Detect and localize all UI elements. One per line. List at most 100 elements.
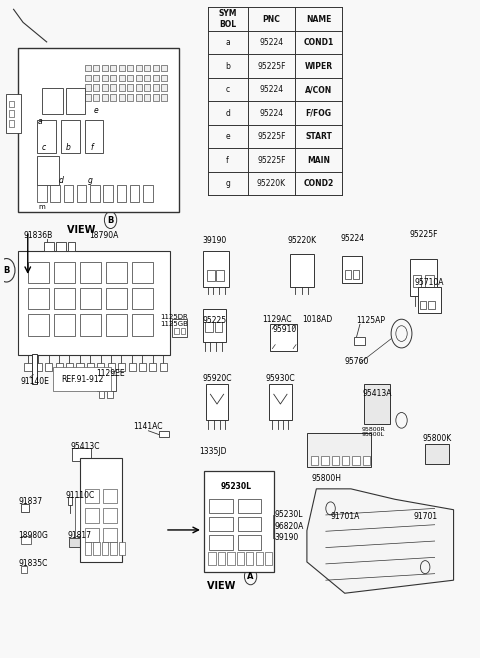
Text: 39190: 39190 bbox=[203, 236, 227, 245]
Bar bbox=[345, 270, 351, 279]
Bar bbox=[35, 363, 42, 371]
Text: 18790A: 18790A bbox=[89, 231, 119, 240]
Bar bbox=[311, 455, 318, 465]
Bar bbox=[136, 74, 142, 81]
Text: 1129EE: 1129EE bbox=[96, 369, 125, 378]
Text: 95220K: 95220K bbox=[257, 179, 286, 188]
Text: e: e bbox=[94, 106, 99, 115]
Bar bbox=[93, 94, 99, 101]
Text: 95225F: 95225F bbox=[257, 155, 286, 164]
Bar bbox=[209, 499, 233, 513]
Bar bbox=[429, 301, 435, 309]
Bar bbox=[238, 535, 262, 549]
Text: 95230L: 95230L bbox=[220, 482, 252, 492]
Bar bbox=[56, 363, 63, 371]
Bar bbox=[119, 542, 125, 555]
Bar bbox=[84, 84, 91, 91]
Bar bbox=[77, 186, 86, 202]
Text: 95225F: 95225F bbox=[257, 132, 286, 141]
Bar bbox=[307, 434, 371, 467]
Bar bbox=[72, 448, 91, 461]
Bar bbox=[97, 374, 116, 391]
Bar bbox=[44, 241, 54, 251]
Text: g: g bbox=[88, 176, 93, 185]
Bar bbox=[153, 74, 159, 81]
Text: 1335JD: 1335JD bbox=[199, 447, 227, 455]
Text: m: m bbox=[39, 204, 46, 210]
Bar bbox=[80, 314, 101, 336]
Text: 95800K: 95800K bbox=[422, 434, 452, 443]
Text: 95224: 95224 bbox=[340, 234, 364, 243]
Bar bbox=[84, 64, 91, 71]
Bar bbox=[161, 64, 168, 71]
Bar bbox=[119, 84, 125, 91]
Bar bbox=[84, 509, 99, 522]
Bar bbox=[18, 251, 170, 355]
Bar bbox=[102, 94, 108, 101]
Bar bbox=[9, 111, 13, 117]
Bar bbox=[342, 256, 362, 284]
Bar bbox=[208, 552, 216, 565]
Bar bbox=[321, 455, 329, 465]
Bar bbox=[99, 391, 105, 397]
Text: 95920C: 95920C bbox=[202, 374, 232, 383]
Text: 1018AD: 1018AD bbox=[302, 315, 333, 324]
Bar bbox=[127, 84, 133, 91]
Text: 18980G: 18980G bbox=[18, 531, 48, 540]
Bar bbox=[237, 552, 244, 565]
Bar bbox=[56, 241, 66, 251]
Bar bbox=[21, 567, 27, 573]
Text: 91837: 91837 bbox=[18, 497, 42, 507]
Bar bbox=[290, 254, 314, 287]
Text: c: c bbox=[226, 85, 230, 94]
Bar bbox=[45, 363, 52, 371]
Text: 1141AC: 1141AC bbox=[133, 422, 162, 432]
Bar bbox=[50, 186, 60, 202]
Text: 95413A: 95413A bbox=[362, 388, 392, 397]
Text: e: e bbox=[225, 132, 230, 141]
Text: 95413C: 95413C bbox=[71, 442, 100, 451]
Bar bbox=[75, 497, 80, 536]
Bar bbox=[68, 497, 72, 505]
Bar bbox=[246, 552, 253, 565]
Bar bbox=[119, 94, 125, 101]
Bar bbox=[132, 314, 153, 336]
Bar bbox=[153, 94, 159, 101]
Bar bbox=[132, 288, 153, 309]
Text: f: f bbox=[90, 143, 93, 152]
Bar bbox=[54, 288, 75, 309]
Bar bbox=[64, 186, 73, 202]
Bar bbox=[353, 270, 359, 279]
Bar bbox=[93, 64, 99, 71]
Text: g: g bbox=[225, 179, 230, 188]
Bar bbox=[90, 186, 100, 202]
Text: MAIN: MAIN bbox=[307, 155, 330, 164]
Text: SYM
BOL: SYM BOL bbox=[218, 9, 237, 29]
Bar bbox=[425, 445, 449, 464]
Text: REF.91-912: REF.91-912 bbox=[61, 374, 103, 384]
Bar bbox=[118, 363, 125, 371]
Bar bbox=[117, 186, 126, 202]
Bar bbox=[21, 504, 29, 512]
Text: 95224: 95224 bbox=[259, 85, 284, 94]
Text: A: A bbox=[247, 572, 254, 581]
Bar bbox=[130, 186, 139, 202]
Text: WIPER: WIPER bbox=[305, 62, 333, 70]
Bar bbox=[54, 262, 75, 284]
Bar bbox=[66, 363, 73, 371]
Bar bbox=[104, 186, 113, 202]
Text: 95225F: 95225F bbox=[409, 230, 438, 239]
Text: d: d bbox=[225, 109, 230, 118]
Bar bbox=[172, 318, 187, 337]
Bar bbox=[332, 455, 339, 465]
Bar bbox=[9, 120, 13, 127]
Bar bbox=[80, 288, 101, 309]
Bar bbox=[119, 64, 125, 71]
Bar bbox=[80, 262, 101, 284]
Bar bbox=[54, 314, 75, 336]
Text: 95224: 95224 bbox=[259, 38, 284, 47]
Bar bbox=[269, 384, 292, 420]
Bar bbox=[61, 120, 80, 153]
Bar bbox=[354, 337, 365, 345]
Bar bbox=[37, 156, 59, 186]
